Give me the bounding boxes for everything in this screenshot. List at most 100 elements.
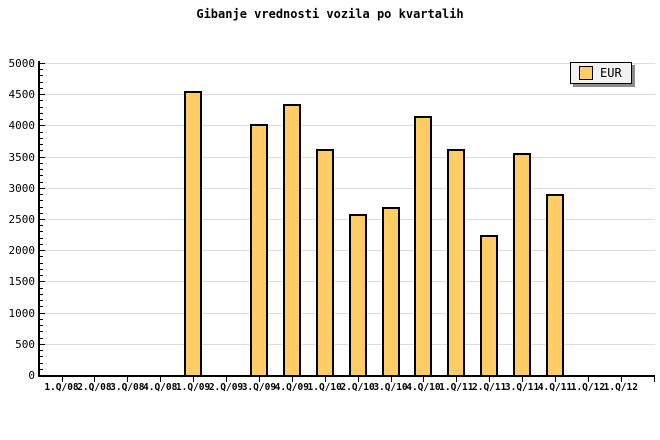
x-axis-tick	[587, 377, 589, 382]
x-axis-label: 3.Q/09	[241, 382, 277, 393]
y-axis-minor-tick	[40, 87, 43, 89]
y-axis-minor-tick	[40, 243, 43, 245]
x-axis-label: 4.Q/11	[537, 382, 573, 393]
x-axis-label: 2.Q/09	[208, 382, 244, 393]
y-axis-major-tick	[40, 343, 45, 345]
y-axis-minor-tick	[40, 256, 43, 258]
x-axis-tick	[94, 377, 96, 382]
y-axis-minor-tick	[40, 175, 43, 177]
legend: EUR	[570, 62, 632, 84]
y-axis-minor-tick	[40, 81, 43, 83]
y-axis-label: 2000	[8, 244, 36, 258]
y-axis-major-tick	[40, 312, 45, 314]
x-axis-label: 3.Q/08	[110, 382, 145, 393]
x-axis-label: 1.Q/09	[175, 382, 211, 393]
y-axis-label: 3000	[8, 181, 36, 195]
y-axis-major-tick	[40, 375, 45, 376]
bar	[381, 207, 400, 375]
bar	[447, 149, 466, 375]
y-axis-minor-tick	[40, 362, 43, 364]
y-axis-minor-tick	[40, 200, 43, 202]
y-axis-minor-tick	[40, 356, 43, 358]
x-axis-tick	[258, 377, 260, 382]
bar	[414, 116, 433, 375]
y-axis-major-tick	[40, 250, 45, 252]
x-axis-tick	[456, 377, 458, 382]
y-axis-minor-tick	[40, 169, 43, 171]
y-axis-minor-tick	[40, 331, 43, 333]
x-axis-label: 3.Q/10	[373, 382, 408, 393]
x-axis-tick	[61, 377, 63, 382]
y-axis-minor-tick	[40, 306, 43, 308]
y-axis-major-tick	[40, 156, 45, 158]
y-axis-major-tick	[40, 125, 45, 127]
x-axis-label: 4.Q/09	[274, 382, 309, 393]
gridline	[40, 312, 655, 314]
bar	[348, 214, 367, 375]
y-axis-minor-tick	[40, 119, 43, 121]
y-axis-minor-tick	[40, 293, 43, 295]
y-axis-minor-tick	[40, 206, 43, 208]
y-axis-minor-tick	[40, 325, 43, 327]
x-axis-tick	[127, 377, 129, 382]
y-axis-minor-tick	[40, 231, 43, 233]
bar	[546, 194, 564, 375]
x-axis-label: 2.Q/10	[340, 382, 375, 393]
x-axis-tick	[193, 377, 195, 382]
x-axis-label: 1.Q/12	[603, 382, 638, 393]
y-axis-minor-tick	[40, 337, 43, 339]
y-axis-label: 1000	[8, 306, 36, 320]
gridline	[40, 156, 655, 158]
gridline	[40, 343, 655, 345]
y-axis-minor-tick	[40, 150, 43, 152]
bar	[480, 235, 499, 375]
y-axis-major-tick	[40, 94, 45, 96]
y-axis-label: 3500	[8, 150, 36, 164]
y-axis-major-tick	[40, 219, 45, 220]
y-axis-minor-tick	[40, 131, 43, 133]
x-axis-label: 1.Q/12	[570, 382, 606, 393]
x-axis-tick	[291, 377, 293, 382]
gridline	[40, 281, 655, 283]
y-axis-minor-tick	[40, 350, 43, 352]
x-axis-label: 1.Q/08	[44, 382, 79, 393]
y-axis-major-tick	[40, 63, 45, 64]
legend-color-swatch	[579, 66, 593, 80]
x-axis-label: 1.Q/11	[439, 382, 474, 393]
y-axis-line	[38, 61, 40, 377]
y-axis-minor-tick	[40, 112, 43, 114]
y-axis-minor-tick	[40, 212, 43, 214]
y-axis-minor-tick	[40, 268, 43, 270]
y-axis-minor-tick	[40, 162, 43, 164]
x-axis-tick	[324, 377, 326, 382]
gridline	[40, 125, 655, 127]
x-axis-tick	[390, 377, 392, 382]
x-axis-end-tick	[654, 377, 655, 382]
x-axis-tick	[226, 377, 227, 382]
x-axis-tick	[357, 377, 359, 382]
y-axis-major-tick	[40, 281, 45, 283]
x-axis-label: 1.Q/10	[307, 382, 342, 393]
bar	[249, 124, 268, 375]
y-axis-label: 4000	[8, 119, 36, 133]
x-axis-label: 3.Q/11	[504, 382, 540, 393]
y-axis-minor-tick	[40, 75, 43, 77]
bar	[282, 104, 301, 375]
y-axis-label: 4500	[8, 88, 36, 102]
bar	[513, 153, 532, 375]
x-axis-line	[38, 375, 655, 377]
y-axis-minor-tick	[40, 318, 43, 320]
bar	[184, 91, 203, 375]
y-axis-label: 500	[15, 337, 35, 351]
y-axis-minor-tick	[40, 237, 43, 239]
y-axis-minor-tick	[40, 69, 43, 71]
gridline	[40, 250, 655, 252]
chart-title: Gibanje vrednosti vozila po kvartalih	[196, 7, 464, 21]
y-axis-label: 5000	[8, 57, 36, 70]
x-axis-tick	[555, 377, 556, 382]
x-axis-label: 4.Q/10	[406, 382, 441, 393]
y-axis-minor-tick	[40, 262, 43, 264]
y-axis-minor-tick	[40, 144, 43, 146]
y-axis-minor-tick	[40, 368, 43, 370]
